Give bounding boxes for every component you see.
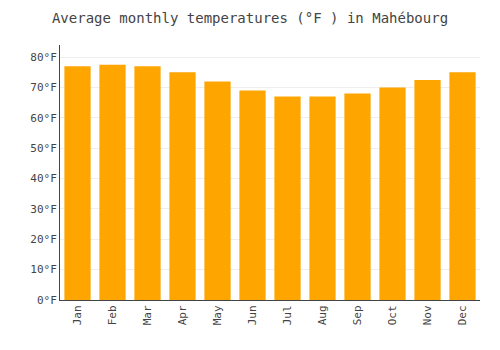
svg-text:80°F: 80°F [30, 51, 57, 64]
svg-text:70°F: 70°F [30, 81, 57, 94]
svg-text:10°F: 10°F [30, 263, 57, 276]
svg-text:Aug: Aug [316, 305, 329, 325]
svg-text:Jun: Jun [246, 305, 259, 325]
svg-text:Nov: Nov [421, 305, 434, 325]
svg-text:40°F: 40°F [30, 172, 57, 185]
svg-text:Feb: Feb [106, 305, 119, 325]
svg-text:30°F: 30°F [30, 203, 57, 216]
svg-text:Dec: Dec [456, 305, 469, 325]
svg-text:May: May [211, 305, 224, 325]
svg-text:Oct: Oct [386, 305, 399, 325]
svg-text:20°F: 20°F [30, 233, 57, 246]
svg-text:Jan: Jan [71, 305, 84, 325]
svg-text:Sep: Sep [351, 305, 364, 325]
svg-text:Average monthly temperatures (: Average monthly temperatures (°F ) in Ma… [52, 10, 448, 26]
svg-text:50°F: 50°F [30, 142, 57, 155]
svg-text:0°F: 0°F [37, 294, 57, 307]
svg-text:Apr: Apr [176, 305, 189, 325]
svg-text:Jul: Jul [281, 305, 294, 325]
svg-text:Mar: Mar [141, 305, 154, 325]
svg-text:60°F: 60°F [30, 112, 57, 125]
